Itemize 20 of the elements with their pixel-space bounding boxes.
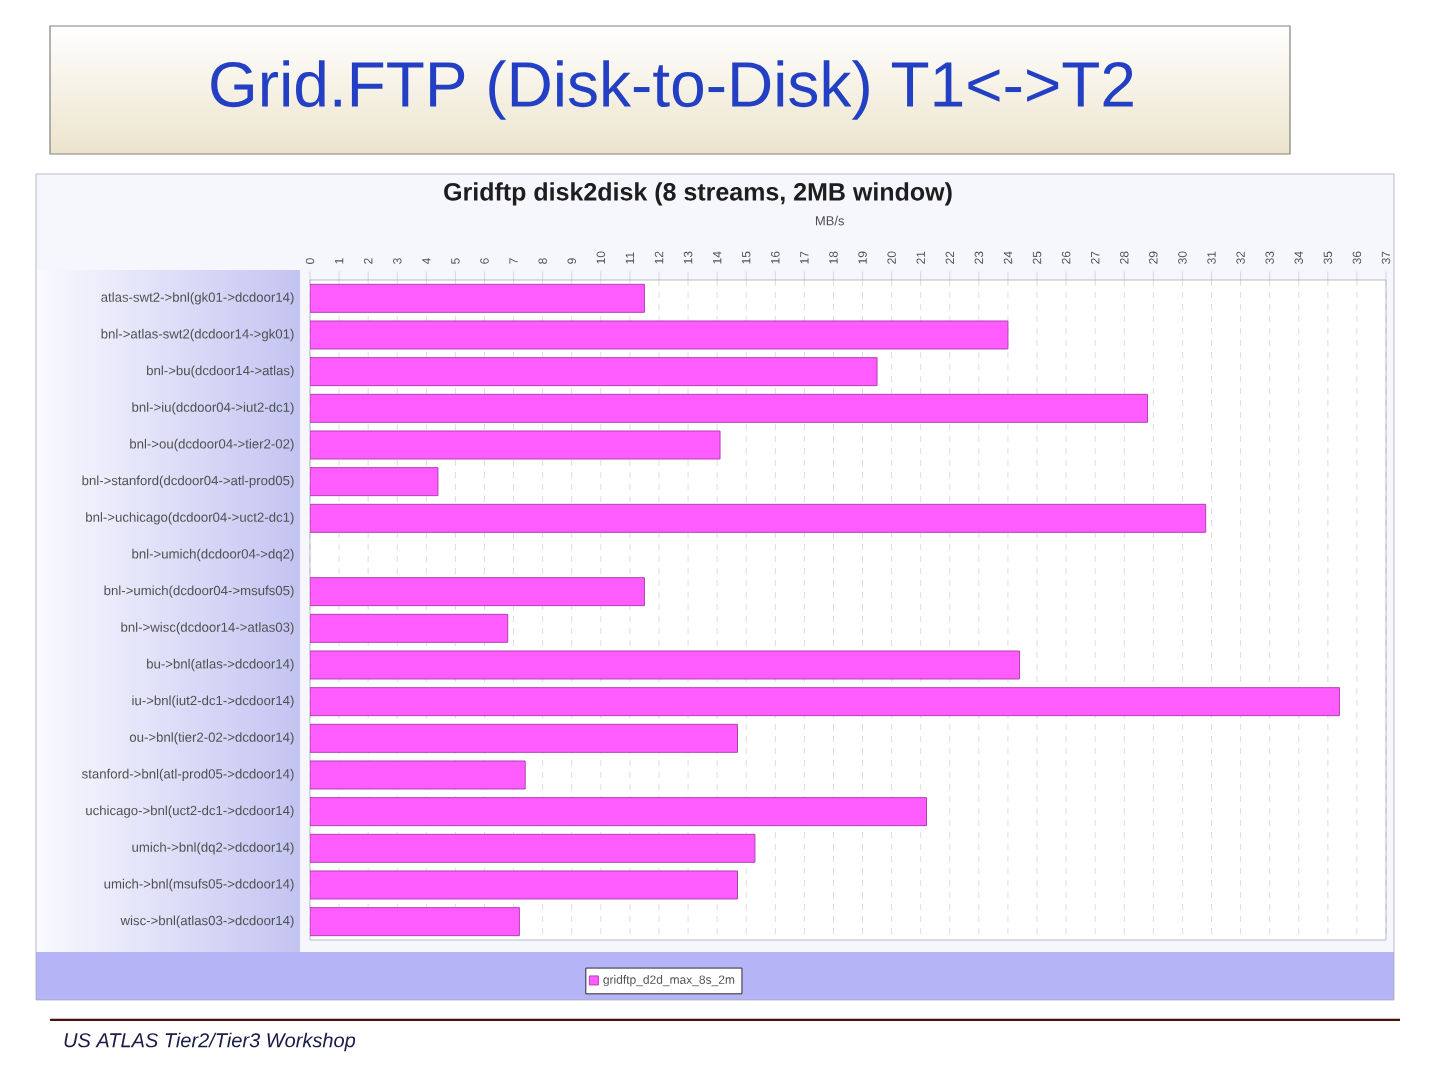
bar bbox=[310, 723, 738, 753]
bar bbox=[310, 577, 645, 607]
bar bbox=[310, 503, 1207, 533]
chart-subtitle: Gridftp disk2disk (8 streams, 2MB window) bbox=[444, 182, 952, 206]
chart-title: Grid.FTP (Disk-to-Disk) T1<->T2 bbox=[211, 60, 1133, 120]
bar bbox=[310, 797, 928, 827]
bar bbox=[310, 760, 526, 790]
bar bbox=[310, 870, 738, 900]
bar bbox=[310, 467, 439, 497]
bar bbox=[310, 357, 878, 387]
bar bbox=[310, 393, 1149, 423]
bar bbox=[310, 833, 756, 863]
bar bbox=[310, 650, 1021, 680]
bar bbox=[310, 320, 1009, 350]
bar bbox=[310, 430, 721, 460]
bar bbox=[310, 283, 645, 313]
text: US ATLAS Tier2/Tier3 Workshop bbox=[64, 1032, 356, 1052]
bar bbox=[310, 687, 1340, 717]
bar bbox=[310, 907, 520, 937]
bar bbox=[310, 613, 509, 643]
